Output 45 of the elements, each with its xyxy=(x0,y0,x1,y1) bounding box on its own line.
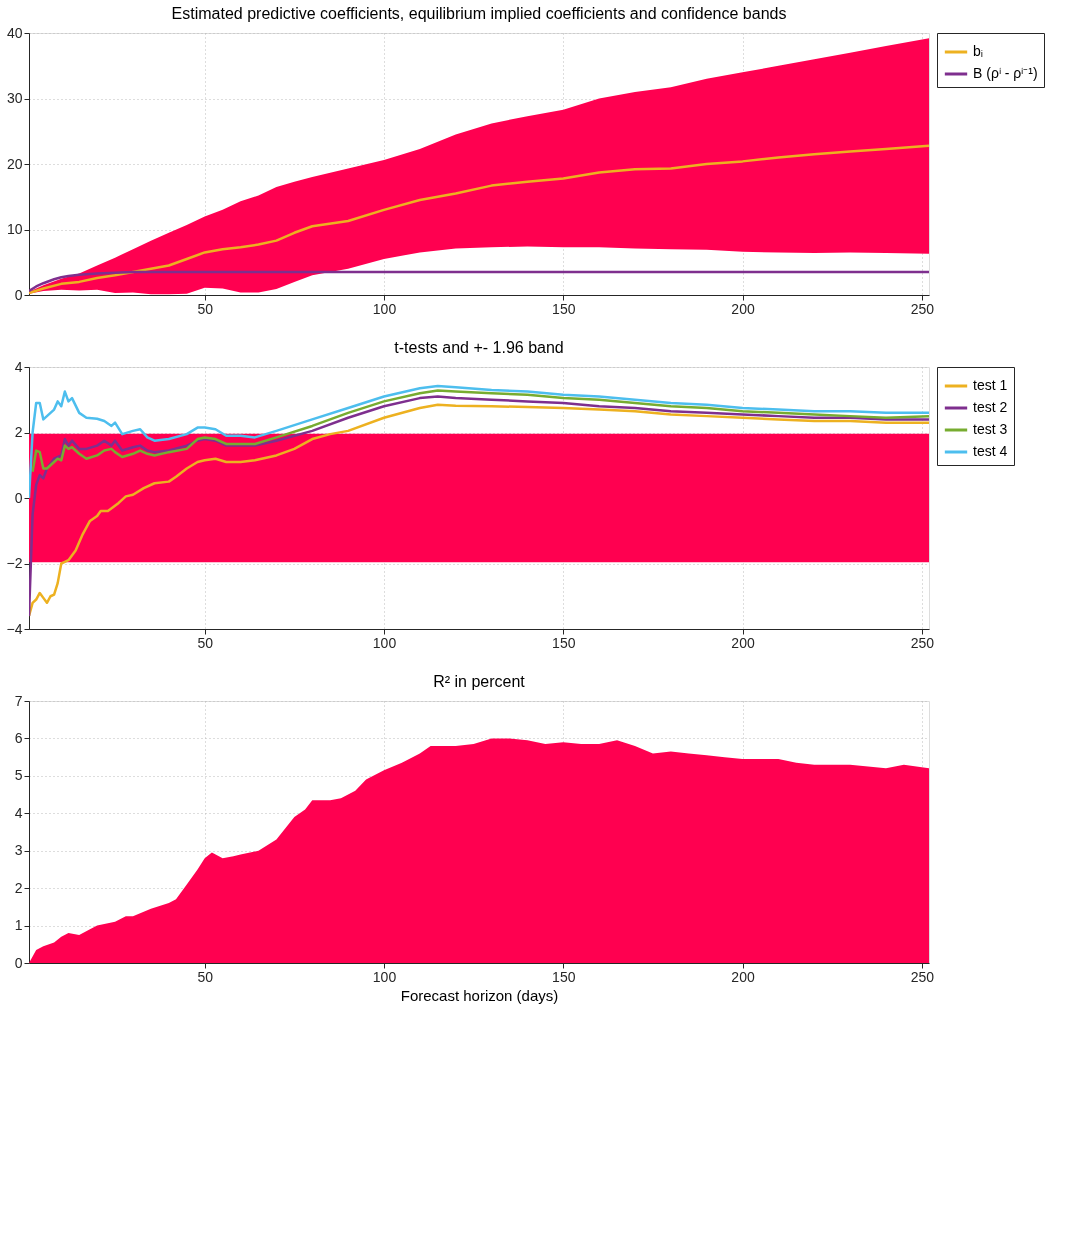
x-tick-label: 200 xyxy=(731,634,755,651)
x-tick-label: 200 xyxy=(731,968,755,985)
x-tick-label: 200 xyxy=(731,300,755,317)
x-tick-label: 250 xyxy=(910,300,935,317)
y-tick-label: 30 xyxy=(6,90,23,106)
y-tick-label: −4 xyxy=(6,620,23,637)
y-tick-label: 5 xyxy=(14,767,23,784)
legend-label: test 3 xyxy=(973,421,1008,437)
y-tick-label: 0 xyxy=(14,286,23,303)
x-tick-label: 250 xyxy=(910,968,935,985)
y-tick-label: 10 xyxy=(6,221,23,237)
legend-label: test 4 xyxy=(973,443,1008,459)
x-tick-label: 100 xyxy=(372,968,397,985)
legend-label: bᵢ xyxy=(973,43,983,59)
x-axis-title: Forecast horizon (days) xyxy=(400,986,559,1004)
x-tick-label: 50 xyxy=(197,300,214,317)
chart-title: t-tests and +- 1.96 band xyxy=(394,339,564,356)
x-tick-label: 150 xyxy=(552,300,576,317)
chart-title: R² in percent xyxy=(433,673,526,690)
y-tick-label: 2 xyxy=(14,879,23,896)
y-tick-label: −2 xyxy=(6,555,23,571)
x-tick-label: 50 xyxy=(197,968,214,985)
y-tick-label: 4 xyxy=(14,804,23,821)
legend-label: test 1 xyxy=(973,377,1008,393)
y-tick-label: 20 xyxy=(6,155,23,172)
x-tick-label: 250 xyxy=(910,634,935,651)
y-tick-label: 2 xyxy=(14,424,23,440)
y-tick-label: 0 xyxy=(14,954,23,971)
y-tick-label: 1 xyxy=(14,917,23,934)
y-tick-label: 6 xyxy=(14,729,23,746)
x-tick-label: 100 xyxy=(372,634,397,651)
x-tick-label: 150 xyxy=(552,968,576,985)
y-tick-label: 4 xyxy=(14,358,23,375)
legend-label: B (ρⁱ - ρⁱ⁻¹) xyxy=(973,65,1038,81)
y-tick-label: 3 xyxy=(14,842,23,859)
y-tick-label: 40 xyxy=(6,24,23,41)
legend-label: test 2 xyxy=(973,399,1008,415)
line-series xyxy=(31,389,929,474)
chart-title: Estimated predictive coefficients, equilibrium implied coefficients and confidence bands xyxy=(171,5,787,22)
y-tick-label: 0 xyxy=(14,489,23,506)
y-tick-label: 7 xyxy=(14,692,23,709)
x-tick-label: 150 xyxy=(552,634,576,651)
line-series xyxy=(29,384,929,500)
x-tick-label: 50 xyxy=(197,634,214,651)
x-tick-label: 100 xyxy=(372,300,397,317)
